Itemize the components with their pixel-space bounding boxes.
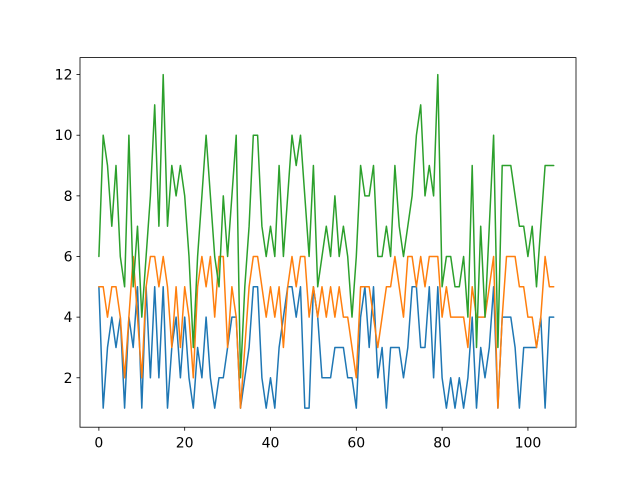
y-axis-tick-label: 2 <box>64 371 73 387</box>
x-axis-tick-label: 80 <box>433 436 451 452</box>
x-axis-tick-label: 0 <box>94 436 103 452</box>
x-axis-tick-label: 100 <box>515 436 542 452</box>
series-1-blue <box>98 286 555 409</box>
y-axis-tick-label: 10 <box>55 128 73 144</box>
y-axis-tick-label: 8 <box>64 189 73 205</box>
series-3-green <box>98 73 555 379</box>
x-axis-tick-label: 60 <box>347 436 365 452</box>
x-axis-tick-label: 40 <box>262 436 280 452</box>
y-axis-tick-label: 6 <box>64 249 73 265</box>
y-axis-tick-label: 12 <box>55 68 73 84</box>
axes-frame <box>79 57 577 428</box>
y-axis-tick-label: 4 <box>64 310 73 326</box>
x-axis-tick-label: 20 <box>176 436 194 452</box>
